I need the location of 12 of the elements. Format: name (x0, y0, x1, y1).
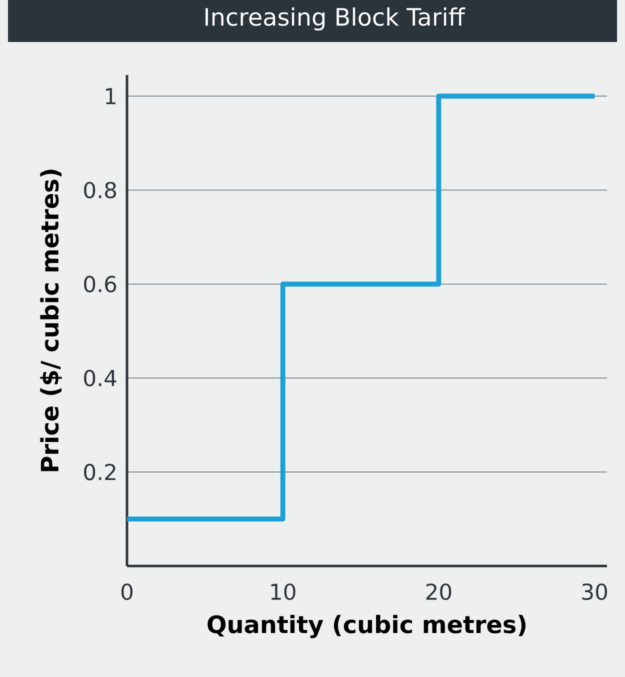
y-tick-label: 0.8 (84, 182, 116, 198)
x-tick-label: 0 (121, 583, 133, 600)
x-tick-label: 20 (426, 583, 452, 600)
y-tick-label: 0.6 (84, 276, 116, 292)
y-axis-title: Price ($/ cubic metres) (40, 170, 62, 472)
x-tick-label: 10 (271, 583, 296, 600)
y-tick-label: 1 (106, 88, 116, 104)
y-tick-label: 0.4 (84, 370, 116, 386)
x-tick-label: 30 (582, 583, 608, 600)
x-axis-title: Quantity (cubic metres) (208, 614, 526, 638)
y-tick-label: 0.2 (84, 464, 116, 480)
chart-title: Increasing Block Tariff (206, 7, 466, 31)
